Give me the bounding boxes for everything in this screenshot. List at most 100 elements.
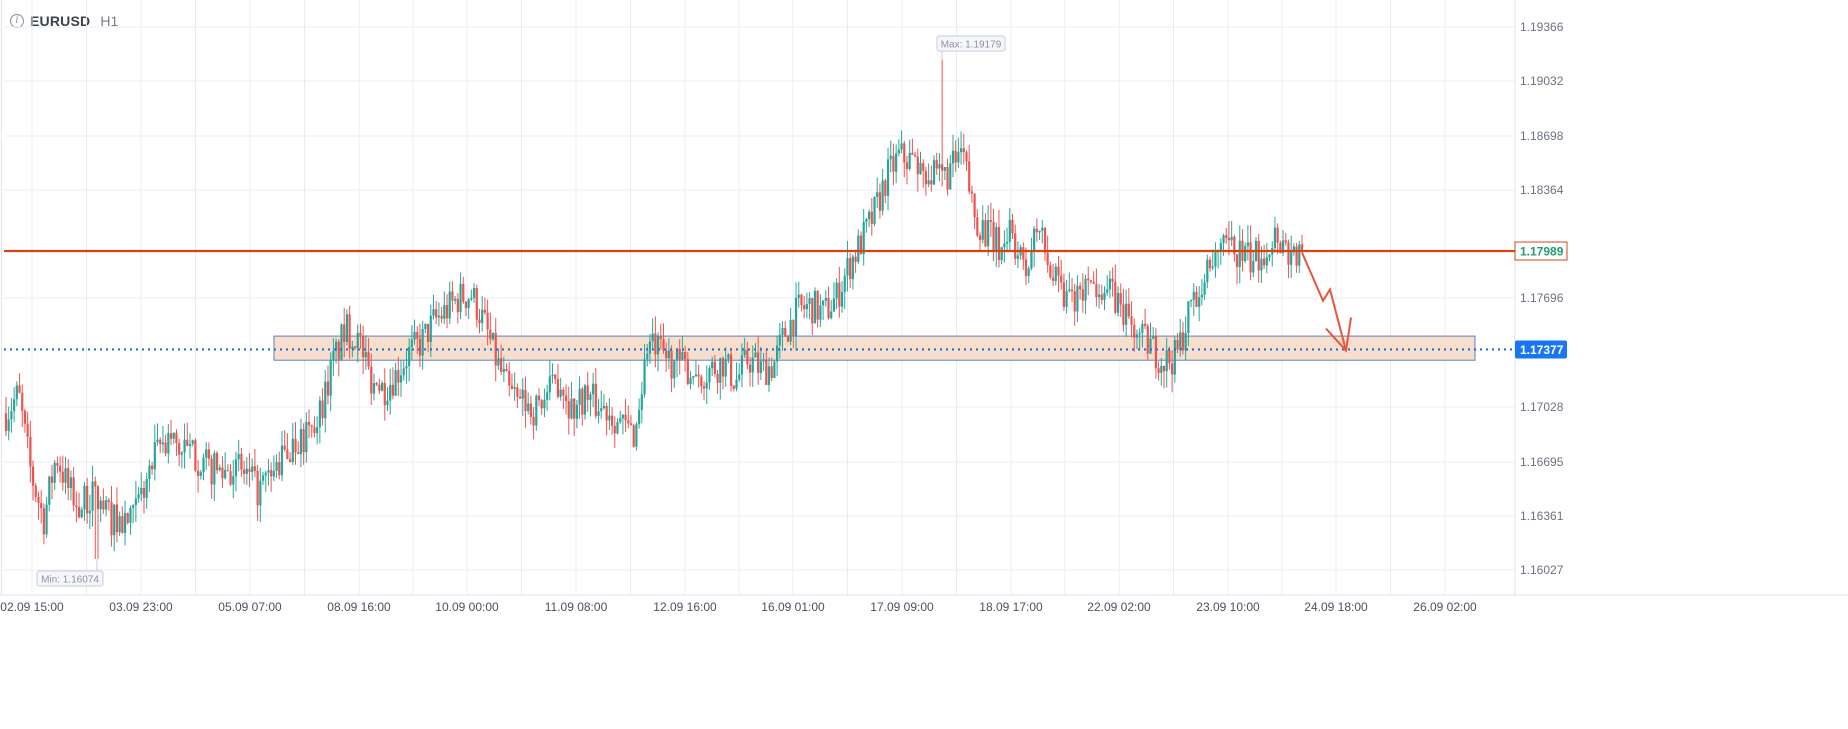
candle-bull [808,298,811,304]
candle-bull [113,504,116,536]
candle-bear [757,352,760,373]
candle-bull [105,500,108,510]
candle-bear [765,359,768,385]
candle-bull [822,300,825,306]
candle-bear [670,350,673,379]
candle-bull [88,510,91,514]
candle-bear [294,438,297,453]
candle-bear [662,339,665,351]
x-tick-label: 05.09 07:00 [218,600,282,614]
candle-bear [210,458,213,485]
candle-bear [859,235,863,255]
candle-bear [194,440,197,471]
candle-bear [1130,316,1133,325]
candle-bear [151,465,154,470]
candle-bull [548,376,551,393]
candle-bull [145,479,148,498]
candle-bear [18,385,21,393]
candle-bear [286,449,289,460]
candle-bear [816,290,819,320]
candle-bear [1287,242,1290,265]
candle-bull [551,374,554,377]
candle-bear [792,319,795,337]
candle-bull [332,350,335,360]
candle-bear [784,327,787,337]
support-zone [273,335,1476,361]
candle-bull [908,152,911,169]
candle-bear [107,500,110,503]
candle-bear [1279,242,1282,253]
candle-bull [851,256,854,280]
candle-bear [997,227,1001,261]
candle-bull [218,467,221,471]
candle-bear [23,410,27,424]
candle-bull [172,432,175,439]
candle-bull [546,392,549,400]
timeframe-label[interactable]: H1 [100,13,119,29]
candle-bear [989,220,992,222]
candle-bull [1000,247,1003,261]
candle-bear [142,487,146,498]
candle-bear [659,336,662,340]
candle-bear [102,500,105,510]
candle-bull [1189,299,1193,302]
grid [4,0,1515,595]
candle-bull [681,352,684,360]
candle-bull [943,167,946,171]
candle-bull [1108,278,1111,290]
candle-bull [1008,219,1011,242]
candle-bull [959,148,963,153]
candle-bear [297,452,300,454]
candle-bear [94,481,97,487]
y-tick-label: 1.16027 [1520,563,1564,577]
candle-bear [464,301,468,308]
candle-bear [892,155,895,172]
candle-bull [329,359,332,396]
candle-bull [643,359,646,395]
candle-bull [543,399,546,409]
candle-bull [410,339,413,348]
candle-bull [1244,246,1247,262]
candle-bull [261,475,265,481]
candle-bear [916,156,919,175]
candle-bear [849,258,852,280]
candle-bear [307,421,311,426]
candle-bull [1252,261,1255,273]
candle-bull [1116,293,1120,313]
symbol-label[interactable]: EURUSD [30,13,91,29]
candle-bull [1179,332,1182,350]
candle-bear [721,358,725,377]
candle-bull [857,235,860,262]
candle-bull [191,440,194,445]
candle-bull [405,366,408,369]
candle-bull [648,341,652,354]
candle-bear [21,392,24,411]
candle-bull [651,333,654,342]
candle-bull [527,403,530,412]
candle-bear [935,160,938,169]
candle-bear [50,476,54,483]
min-label: Min: 1.16074 [41,575,99,586]
candle-bear [713,361,716,374]
candle-bull [1298,244,1301,266]
candle-bear [370,366,373,394]
candle-bull [638,410,641,425]
candle-bear [854,256,857,262]
candle-bear [968,161,971,192]
candle-bull [708,368,711,383]
candle-bull [399,375,403,383]
x-tick-label: 03.09 23:00 [109,600,173,614]
chart-header: i EURUSD H1 [10,13,118,29]
candle-bear [665,350,668,359]
candle-bull [740,355,744,375]
candle-bull [781,327,784,335]
candle-bear [562,389,565,396]
candle-bear [1300,244,1304,251]
candle-bull [1068,289,1071,292]
candle-bull [351,346,354,349]
candle-bear [1171,363,1174,375]
candle-bear [1295,246,1298,266]
candle-bull [932,160,936,185]
candle-bear [367,352,370,367]
